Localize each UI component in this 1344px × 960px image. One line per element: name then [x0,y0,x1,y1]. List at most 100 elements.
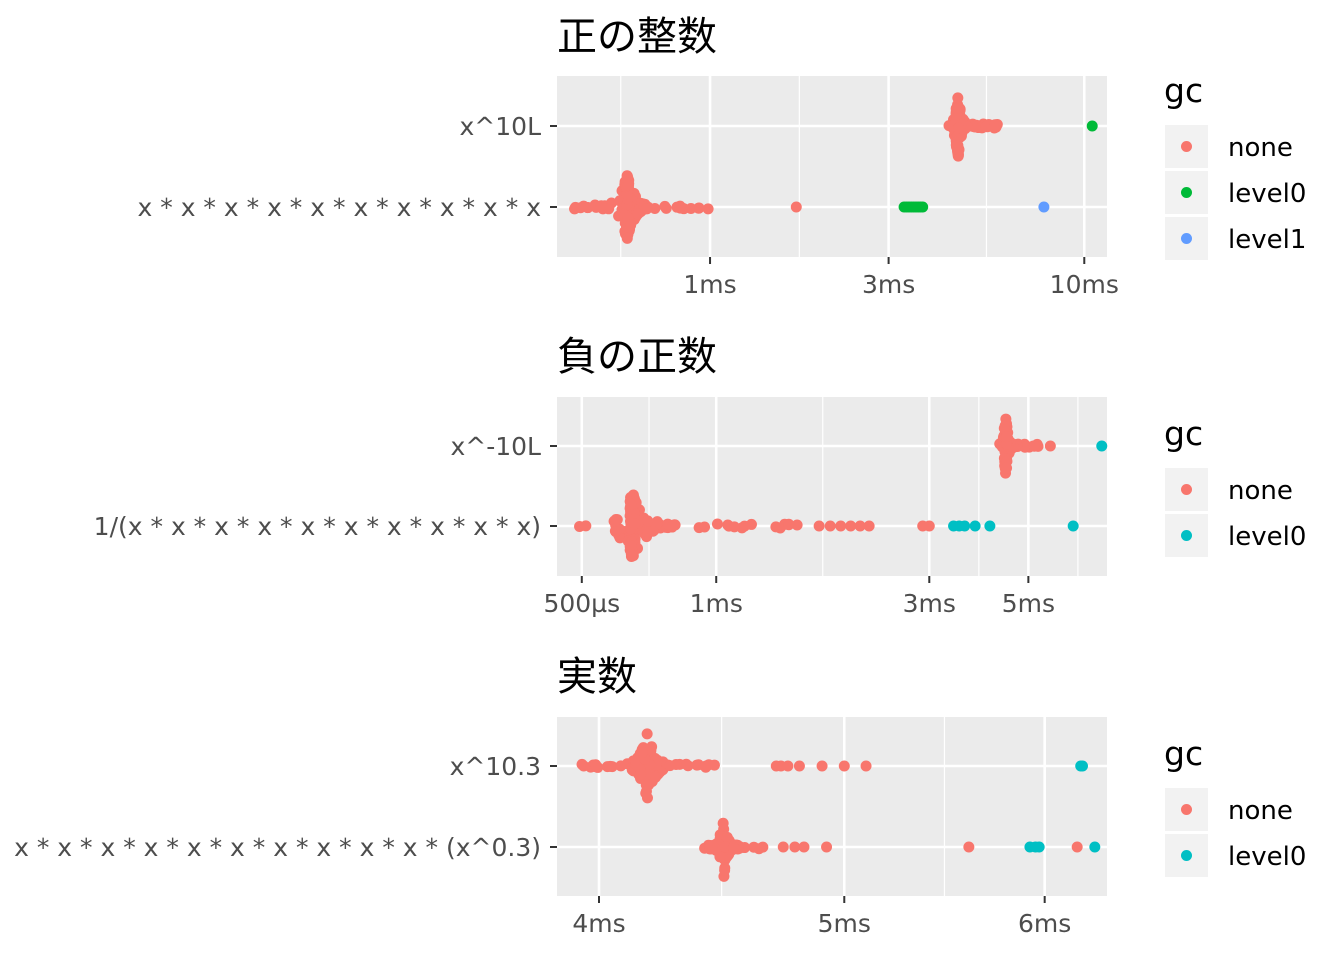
legend-swatch [1181,187,1192,198]
series-none [994,413,1056,479]
panel-1: 正の整数 1ms 3ms 10ms x^10L x * x * x * x * x * x… [138,14,1307,299]
y-tick-label: x^10L [460,112,542,141]
data-point [642,515,654,527]
data-point [645,744,657,756]
data-point [641,728,653,740]
data-point [984,520,996,532]
data-point [664,760,676,772]
data-point [969,520,981,532]
x-tick-label: 4ms [572,909,625,938]
x-tick-label: 1ms [683,270,736,299]
series-level0 [1086,120,1098,132]
data-point [793,760,805,772]
data-point [711,518,723,530]
data-point [980,121,992,133]
legend-swatch [1181,530,1192,541]
data-point [719,841,731,853]
data-point [1086,120,1098,132]
data-point [1071,841,1083,853]
x-tick-label: 3ms [862,270,915,299]
data-point [1067,520,1079,532]
data-point [923,520,935,532]
data-point [625,540,637,552]
data-point [632,208,644,220]
data-point [1044,440,1056,452]
legend-label: level0 [1228,179,1306,209]
data-point [659,200,671,212]
data-point [1033,841,1045,853]
panel-title: 実数 [557,654,637,700]
data-point [790,201,802,213]
data-point [838,760,850,772]
data-point [682,760,694,772]
legend-label: level0 [1228,522,1306,552]
data-point [745,518,757,530]
data-point [702,203,714,215]
series-level0 [1075,760,1088,772]
plot-background [557,76,1107,257]
data-point [748,841,760,853]
data-point [824,520,836,532]
y-tick-label: x^10.3 [450,752,541,781]
data-point [717,817,729,829]
series-none [576,728,872,804]
data-point [640,787,652,799]
panel-3: 実数 4ms 5ms 6ms x^10.3 x * x * x * x * x * x *… [14,654,1306,938]
data-point [774,522,786,534]
data-point [813,520,825,532]
data-point [625,498,637,510]
series-none [574,489,935,563]
data-point [595,200,607,212]
data-point [791,519,803,531]
data-point [1001,431,1013,443]
data-point [634,769,646,781]
x-tick-label: 5ms [818,909,871,938]
data-point [845,520,857,532]
data-point [989,119,1001,131]
data-point [590,759,602,771]
data-point [611,514,623,526]
legend-label: level1 [1228,225,1306,255]
data-point [1089,841,1101,853]
data-point [604,760,616,772]
legend-title: gc [1164,71,1203,110]
data-point [576,758,588,770]
x-tick-label: 500µs [543,589,620,618]
data-point [1028,440,1040,452]
data-point [959,520,971,532]
data-point [721,831,733,843]
data-point [1076,760,1088,772]
data-point [650,771,662,783]
legend-swatch [1181,141,1192,152]
data-point [578,200,590,212]
data-point [854,520,866,532]
legend-title: gc [1164,414,1203,453]
data-point [666,521,678,533]
data-point [693,202,705,214]
y-tick-label: x * x * x * x * x * x * x * x * x * x [138,193,542,222]
data-point [693,759,705,771]
data-point [728,521,740,533]
legend-label: none [1228,133,1293,163]
data-point [1001,462,1013,474]
data-point [963,841,975,853]
data-point [757,841,769,853]
data-point [622,179,634,191]
legend-swatch [1181,484,1192,495]
data-point [621,232,633,244]
data-point [643,779,655,791]
data-point [641,203,653,215]
data-point [952,92,964,104]
data-point [707,839,719,851]
y-tick-label: 1/(x * x * x * x * x * x * x * x * x * x… [94,512,541,541]
data-point [610,526,622,538]
data-point [952,144,964,156]
data-point [1038,201,1050,213]
series-level1 [1038,201,1050,213]
data-point [699,521,711,533]
data-point [647,525,659,537]
data-point [777,841,789,853]
y-tick-label: x^-10L [450,432,541,461]
